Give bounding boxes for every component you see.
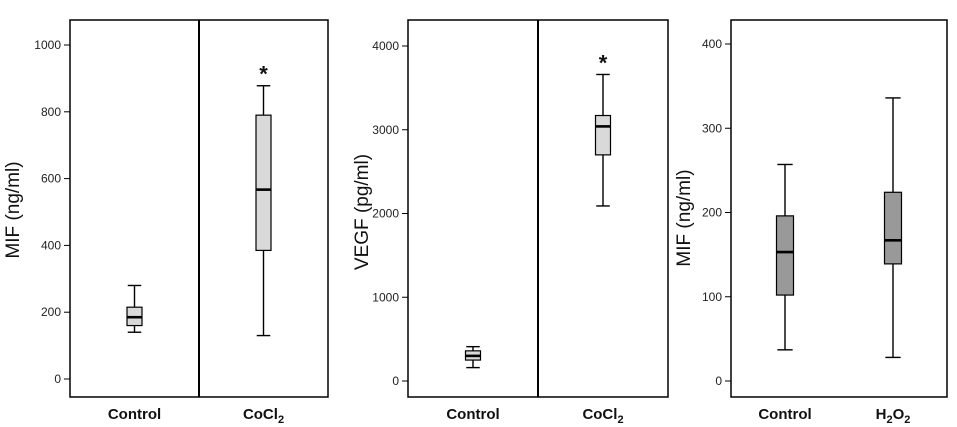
box-cocl: * CoCl2: [582, 50, 623, 426]
significance-marker: *: [599, 50, 608, 75]
y-tick-label: 300: [702, 121, 722, 135]
iqr-box: [883, 191, 903, 265]
iqr-box: [775, 215, 795, 296]
iqr-box: [594, 114, 612, 156]
y-axis-label: MIF (ng/ml): [674, 169, 695, 266]
chart-panel-2: 0 1000 2000 3000 4000 VEGF (pg/ml) Control * CoC…: [352, 19, 669, 426]
y-tick-label: 2000: [372, 207, 399, 221]
box-control: Control: [446, 345, 500, 423]
y-tick-label: 800: [41, 105, 61, 119]
box-control: Control: [758, 163, 812, 423]
chart-panel-3: 0 100 200 300 400 MIF (ng/ml) Control H2O2: [674, 19, 948, 426]
box-control: Control: [108, 284, 161, 423]
significance-marker: *: [259, 62, 268, 87]
category-label: H2O2: [876, 406, 911, 426]
y-tick-label: 100: [702, 290, 722, 304]
category-label: Control: [446, 406, 499, 423]
category-label: CoCl2: [582, 406, 623, 426]
y-tick-label: 1000: [372, 290, 399, 304]
y-tick-label: 0: [54, 372, 61, 386]
y-axis-label: VEGF (pg/ml): [352, 154, 373, 270]
y-tick-label: 0: [392, 374, 399, 388]
y-tick-label: 4000: [372, 39, 399, 53]
y-axis-label: MIF (ng/ml): [3, 161, 24, 258]
y-tick-label: 400: [702, 37, 722, 51]
iqr-box: [255, 114, 272, 252]
y-tick-label: 200: [702, 206, 722, 220]
y-tick-label: 600: [41, 172, 61, 186]
y-tick-label: 1000: [34, 38, 61, 52]
y-tick-label: 200: [41, 305, 61, 319]
category-label: Control: [758, 406, 811, 423]
y-tick-label: 3000: [372, 123, 399, 137]
category-label: Control: [108, 406, 161, 423]
plot-frame: [730, 19, 948, 398]
box-cocl: * CoCl2: [243, 62, 284, 426]
chart-panel-1: 0 200 400 600 800 1000 MIF (ng/ml) Control * CoCl…: [3, 19, 329, 426]
y-tick-label: 0: [715, 374, 722, 388]
category-label: CoCl2: [243, 406, 284, 426]
y-tick-label: 400: [41, 238, 61, 252]
box-h: H2O2: [876, 97, 911, 426]
